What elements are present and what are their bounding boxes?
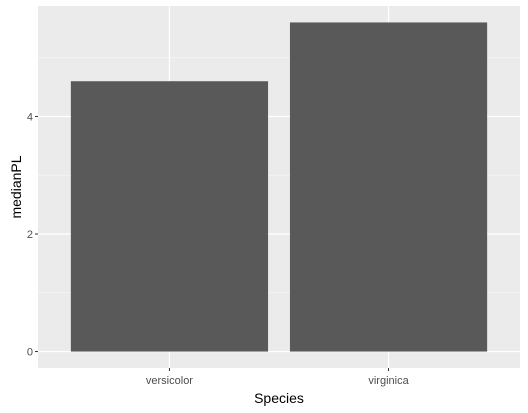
x-tick-label: virginica — [368, 375, 409, 387]
y-axis-title: medianPL — [8, 155, 24, 218]
bar-versicolor — [70, 81, 269, 352]
y-axis-ticks: 0 2 4 — [27, 111, 38, 359]
x-axis-title: Species — [254, 390, 304, 406]
bar-virginica — [289, 22, 488, 352]
y-tick-label: 4 — [27, 111, 33, 123]
x-tick-label: versicolor — [146, 375, 193, 387]
x-axis-ticks: versicolor virginica — [146, 368, 410, 387]
y-tick-label: 2 — [27, 229, 33, 241]
y-tick-label: 0 — [27, 347, 33, 359]
bars — [70, 22, 488, 352]
